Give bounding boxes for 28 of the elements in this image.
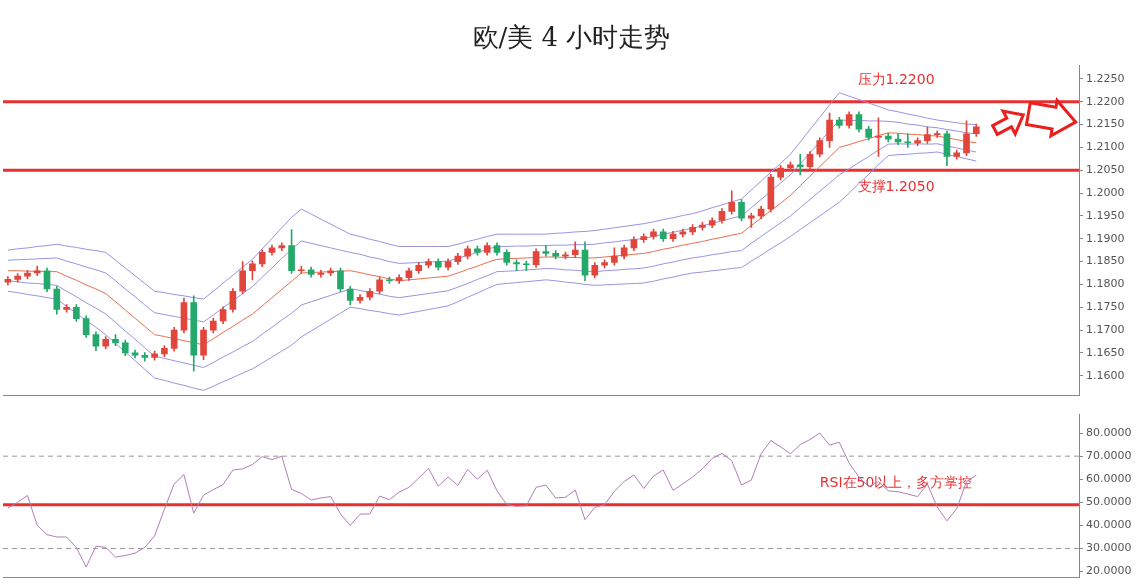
- y-tick-label: 1.1700: [1086, 322, 1125, 336]
- y-tick-label: 40.0000: [1086, 518, 1132, 532]
- y-tick-label: 1.2100: [1086, 140, 1125, 154]
- y-tick-label: 70.0000: [1086, 449, 1132, 463]
- y-tick-label: 1.2000: [1086, 185, 1125, 199]
- y-tick-label: 1.1900: [1086, 231, 1125, 245]
- y-tick-label: 1.1800: [1086, 277, 1125, 291]
- y-tick-label: 20.0000: [1086, 564, 1132, 578]
- y-tick-label: 1.1600: [1086, 368, 1125, 382]
- y-tick-label: 1.1850: [1086, 254, 1125, 268]
- chart-title: 欧/美 4 小时走势: [472, 22, 671, 53]
- y-tick-label: 1.2250: [1086, 71, 1125, 85]
- candlestick: [523, 260, 530, 272]
- y-tick-label: 1.2050: [1086, 163, 1125, 177]
- ref-line-label: 压力1.2200: [857, 71, 935, 88]
- y-tick-label: 50.0000: [1086, 495, 1132, 509]
- y-tick-label: 1.1750: [1086, 300, 1125, 314]
- y-tick-label: 1.1650: [1086, 345, 1125, 359]
- y-tick-label: 80.0000: [1086, 425, 1132, 439]
- y-tick-label: 60.0000: [1086, 472, 1132, 486]
- y-tick-label: 30.0000: [1086, 541, 1132, 555]
- candlestick: [747, 212, 755, 228]
- y-tick-label: 1.2200: [1086, 94, 1125, 108]
- ref-line-label: 支撑1.2050: [857, 177, 935, 194]
- y-tick-label: 1.1950: [1086, 208, 1125, 222]
- ref-line-label: RSI在50以上，多方掌控: [819, 474, 973, 491]
- candlestick: [796, 153, 804, 176]
- y-tick-label: 1.2150: [1086, 117, 1125, 131]
